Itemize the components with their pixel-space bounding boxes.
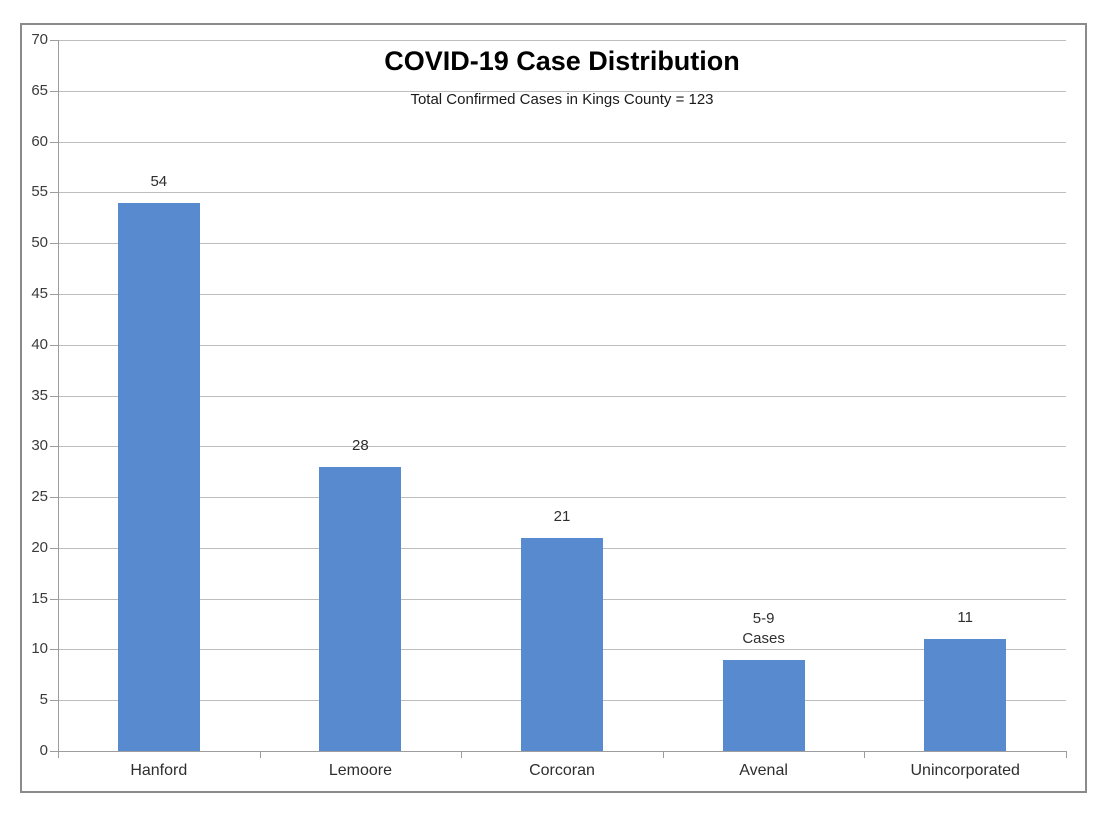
y-axis-tick — [50, 90, 58, 92]
gridline-30 — [58, 446, 1066, 448]
y-tick-label: 5 — [39, 691, 48, 709]
category-label-avenal: Avenal — [739, 762, 788, 779]
x-axis-tick — [662, 752, 664, 758]
bar-corcoran — [521, 537, 603, 751]
bar-value-label-unincorporated: 11 — [957, 609, 973, 627]
gridline-25 — [58, 497, 1066, 499]
bar-unincorporated — [924, 639, 1007, 751]
y-tick-label: 70 — [31, 31, 48, 48]
gridline-40 — [58, 344, 1066, 346]
gridline-35 — [58, 395, 1066, 397]
y-tick-label: 50 — [31, 234, 48, 252]
bar-lemoore — [319, 466, 402, 751]
bar-avenal — [722, 659, 805, 751]
y-axis-tick — [50, 141, 58, 143]
y-tick-label: 25 — [31, 488, 48, 506]
bar-value-label-lemoore: 28 — [352, 436, 369, 454]
y-tick-label: 40 — [31, 335, 48, 353]
y-axis-line — [58, 40, 59, 751]
bar-hanford — [117, 202, 200, 751]
gridline-55 — [58, 192, 1066, 194]
gridline-60 — [58, 141, 1066, 143]
category-label-corcoran: Corcoran — [529, 762, 595, 779]
x-axis-tick — [461, 752, 463, 758]
y-axis-tick — [50, 497, 58, 499]
y-tick-label: 30 — [31, 437, 48, 455]
x-axis-tick — [259, 752, 261, 758]
gridline-65 — [58, 90, 1066, 92]
category-label-lemoore: Lemoore — [328, 762, 392, 779]
y-axis-tick — [50, 395, 58, 397]
category-label-unincorporated: Unincorporated — [910, 762, 1020, 779]
y-tick-label: 15 — [31, 589, 48, 607]
category-label-hanford: Hanford — [130, 762, 188, 779]
y-axis-tick — [50, 547, 58, 549]
y-tick-label: 20 — [31, 538, 48, 556]
y-axis-tick — [50, 243, 58, 245]
x-axis-tick — [864, 752, 866, 758]
bar-value-label-hanford: 54 — [150, 172, 168, 190]
y-axis-tick — [50, 40, 58, 41]
y-axis-tick — [50, 649, 58, 651]
y-axis-tick — [50, 446, 58, 448]
y-tick-label: 55 — [31, 183, 48, 201]
gridline-70 — [58, 40, 1066, 41]
chart-title: COVID-19 Case Distribution — [384, 46, 740, 76]
x-axis-line — [58, 751, 1067, 752]
chart-subtitle: Total Confirmed Cases in Kings County = … — [410, 91, 714, 108]
y-tick-label: 0 — [39, 742, 48, 759]
bar-value-label-avenal: 5-9 Cases — [742, 610, 785, 647]
y-axis-tick — [50, 293, 58, 295]
y-tick-label: 60 — [31, 132, 48, 150]
y-axis-tick — [50, 700, 58, 702]
x-axis-tick — [1066, 752, 1067, 758]
x-axis-tick — [58, 752, 59, 758]
y-tick-label: 10 — [31, 640, 48, 658]
y-tick-label: 35 — [31, 386, 48, 404]
y-axis-tick — [50, 598, 58, 600]
y-axis-tick — [50, 192, 58, 194]
y-tick-label: 45 — [31, 284, 48, 302]
bar-value-label-corcoran: 21 — [553, 507, 571, 525]
gridline-45 — [58, 293, 1066, 295]
y-axis-tick — [50, 344, 58, 346]
y-axis-tick — [50, 751, 58, 752]
gridline-50 — [58, 243, 1066, 245]
y-tick-label: 65 — [31, 81, 48, 99]
